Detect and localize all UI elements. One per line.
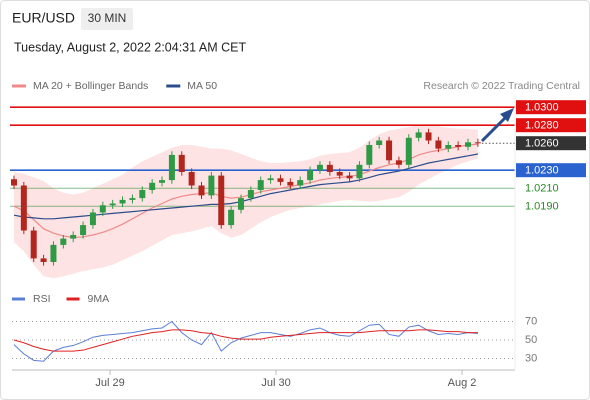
rsi-line xyxy=(13,329,478,352)
y-tick-label: 70 xyxy=(525,315,537,327)
interval-box xyxy=(81,8,133,30)
candle-body xyxy=(346,175,353,179)
candle-body xyxy=(10,179,17,186)
candle-body xyxy=(40,258,47,262)
candle-body xyxy=(149,182,156,190)
candle-body xyxy=(465,142,472,147)
arrow-shaft xyxy=(480,114,509,143)
candle-body xyxy=(218,175,225,226)
candle-body xyxy=(168,154,175,181)
candle-body xyxy=(425,132,432,141)
candle-body xyxy=(455,145,462,147)
candle-body xyxy=(307,170,314,181)
candle-body xyxy=(99,205,106,213)
candle-body xyxy=(129,198,136,200)
level-label: 1.0210 xyxy=(525,183,559,195)
candle-body xyxy=(89,212,96,226)
x-tick-label: Jul 30 xyxy=(261,377,290,389)
candle-body xyxy=(30,230,37,259)
rsi-panel: RSI 9MA 30 50 70 Jul 29 Jul 30 Aug 2 xyxy=(12,293,537,389)
level-box xyxy=(516,136,586,151)
bollinger-band xyxy=(13,124,478,279)
level-box xyxy=(516,118,586,133)
source: Research © 2022 Trading Central xyxy=(423,80,580,92)
level-label: 1.0230 xyxy=(525,165,559,177)
level-label: 1.0280 xyxy=(525,120,559,132)
candle-body xyxy=(405,137,412,165)
price-panel: MA 20 + Bollinger Bands MA 50 Research © 2… xyxy=(10,80,586,279)
interval: 30 MIN xyxy=(88,11,127,25)
candle-body xyxy=(198,185,205,196)
candle-body xyxy=(376,140,383,145)
candle-body xyxy=(277,178,284,182)
candle-body xyxy=(228,209,235,226)
candle-body xyxy=(415,132,422,138)
candle-body xyxy=(297,180,304,186)
legend-label: MA 50 xyxy=(187,80,217,92)
candle-body xyxy=(208,175,215,196)
candle-body xyxy=(139,190,146,199)
candle-body xyxy=(366,145,373,165)
candle-body xyxy=(474,142,481,144)
y-tick-label: 50 xyxy=(525,334,537,346)
candle-body xyxy=(178,154,185,172)
x-tick-label: Aug 2 xyxy=(448,377,477,389)
candle-body xyxy=(267,178,274,181)
candle-body xyxy=(395,160,402,165)
timestamp: Tuesday, August 2, 2022 2:04:31 AM CET xyxy=(14,40,246,54)
candle-body xyxy=(386,140,393,161)
candle-body xyxy=(287,181,294,186)
level-label: 1.0300 xyxy=(525,102,559,114)
candle-body xyxy=(336,172,343,176)
trend-arrow xyxy=(480,108,514,143)
candle-body xyxy=(435,140,442,149)
candle-body xyxy=(445,145,452,149)
candle-body xyxy=(247,190,254,199)
level-box xyxy=(516,163,586,178)
y-tick-label: 30 xyxy=(525,352,537,364)
candle-body xyxy=(356,164,363,179)
candle-body xyxy=(80,225,87,235)
candle-body xyxy=(326,164,333,172)
candle-body xyxy=(50,244,57,262)
candle-body xyxy=(70,235,77,239)
level-label: 1.0190 xyxy=(525,201,559,213)
candle-body xyxy=(188,172,195,186)
legend-label: 9MA xyxy=(88,293,110,305)
candle-body xyxy=(60,238,67,245)
symbol: EUR/USD xyxy=(12,10,75,26)
arrow-head xyxy=(500,108,514,122)
candle-body xyxy=(316,164,323,171)
level-label: 1.0260 xyxy=(525,138,559,150)
legend-label: RSI xyxy=(33,293,51,305)
candle-body xyxy=(20,185,27,231)
candle-body xyxy=(109,203,116,206)
level-box xyxy=(516,100,586,115)
candle-body xyxy=(257,180,264,190)
candle-body xyxy=(159,180,166,183)
candle-body xyxy=(119,199,126,204)
candle-body xyxy=(237,198,244,210)
rsi-line xyxy=(13,320,478,362)
x-tick-label: Jul 29 xyxy=(95,377,124,389)
legend-label: MA 20 + Bollinger Bands xyxy=(33,80,148,92)
